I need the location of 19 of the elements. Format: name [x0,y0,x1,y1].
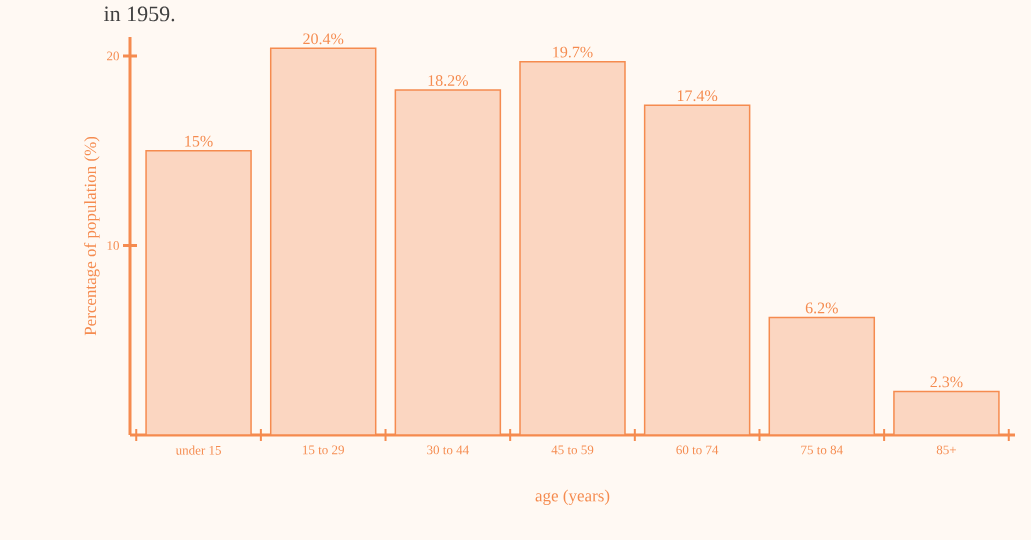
x-tick-label: 30 to 44 [427,445,469,455]
y-axis-title: Percentage of population (%) [83,136,100,336]
data-label: 2.3% [930,376,963,388]
x-tick-label: 45 to 59 [551,445,594,455]
x-tick-label: under 15 [175,445,221,455]
x-tick-label: 15 to 29 [303,445,344,455]
chart-title: in 1959. [104,6,175,22]
data-label: 6.2% [805,302,838,314]
x-tick-label: 85+ [936,445,956,455]
data-label: 20.4% [303,33,344,45]
data-label: 15% [185,135,213,147]
y-tick-label: 20 [107,51,119,61]
data-label: 18.2% [428,75,468,86]
y-tick-label: 10 [107,241,119,250]
x-axis-title: age (years) [535,489,610,505]
data-label: 19.7% [553,46,593,58]
x-tick-label: 75 to 84 [801,445,843,455]
x-tick-label: 60 to 74 [676,445,719,455]
data-label: 17.4% [677,90,718,102]
